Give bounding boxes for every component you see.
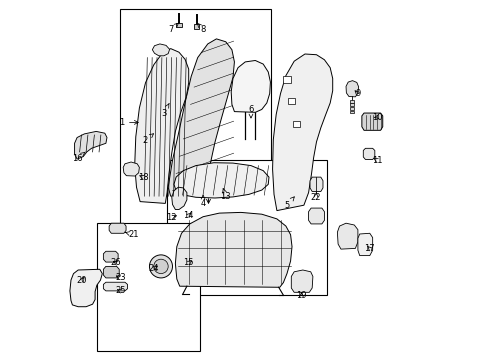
Bar [349, 111, 353, 113]
Polygon shape [174, 163, 268, 198]
Text: 14: 14 [183, 211, 194, 220]
Text: 19: 19 [296, 292, 306, 300]
Text: 25: 25 [115, 287, 125, 295]
Text: 3: 3 [161, 104, 169, 118]
Circle shape [149, 255, 172, 278]
Text: 7: 7 [168, 23, 178, 35]
Text: 24: 24 [148, 264, 159, 273]
Bar [283, 76, 291, 83]
Polygon shape [103, 251, 118, 262]
Text: 17: 17 [364, 244, 374, 253]
Polygon shape [309, 177, 322, 192]
Text: 2: 2 [142, 134, 153, 145]
Text: 21: 21 [125, 230, 139, 239]
Text: 4: 4 [200, 195, 205, 208]
Bar [349, 107, 353, 110]
Polygon shape [231, 60, 270, 112]
Text: 9: 9 [354, 89, 360, 98]
Polygon shape [75, 131, 107, 159]
Polygon shape [346, 81, 358, 97]
Polygon shape [357, 233, 372, 256]
Circle shape [153, 259, 168, 274]
Bar [120, 9, 271, 225]
Text: 18: 18 [138, 173, 148, 182]
Polygon shape [152, 44, 169, 56]
Polygon shape [175, 212, 291, 287]
Polygon shape [272, 54, 332, 211]
Bar [97, 223, 199, 351]
Polygon shape [70, 269, 102, 307]
Text: 8: 8 [197, 23, 205, 35]
Text: 16: 16 [72, 152, 85, 163]
Polygon shape [171, 187, 186, 210]
Text: 20: 20 [77, 276, 87, 285]
Polygon shape [291, 270, 312, 292]
Bar [349, 103, 353, 106]
Text: 22: 22 [310, 193, 321, 202]
Text: 10: 10 [371, 112, 382, 122]
Bar [292, 121, 299, 127]
Text: 13: 13 [220, 189, 231, 201]
Polygon shape [109, 223, 126, 233]
Bar [167, 160, 326, 295]
Bar [349, 100, 353, 103]
Text: 6: 6 [248, 105, 253, 118]
Polygon shape [337, 223, 357, 249]
FancyBboxPatch shape [194, 24, 199, 29]
Bar [287, 98, 295, 104]
Polygon shape [123, 162, 139, 176]
Polygon shape [134, 49, 188, 203]
Polygon shape [363, 148, 374, 159]
FancyBboxPatch shape [176, 23, 181, 27]
Polygon shape [103, 282, 127, 291]
Polygon shape [361, 113, 382, 130]
Text: 5: 5 [284, 197, 294, 210]
Polygon shape [168, 39, 234, 196]
Text: 11: 11 [371, 156, 382, 165]
Text: 23: 23 [115, 274, 125, 282]
Text: 12: 12 [166, 213, 177, 222]
Text: 1: 1 [119, 118, 138, 127]
Text: 26: 26 [110, 258, 121, 267]
Polygon shape [103, 266, 119, 278]
Text: 15: 15 [183, 258, 194, 267]
Polygon shape [308, 208, 324, 224]
